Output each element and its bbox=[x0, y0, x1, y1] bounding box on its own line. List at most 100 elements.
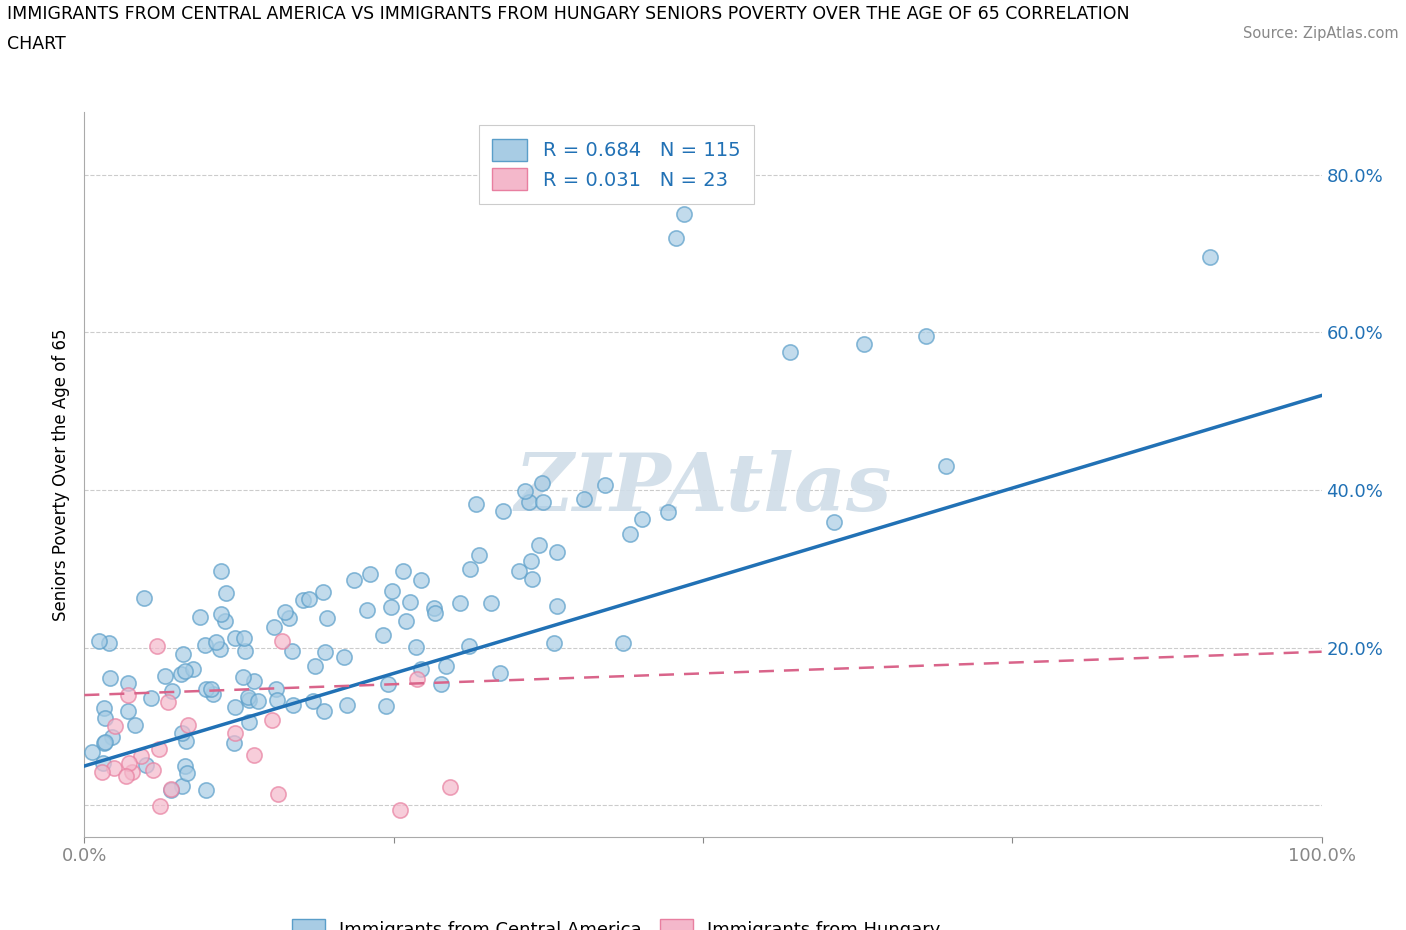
Point bbox=[91, 764, 114, 779]
Point bbox=[388, 803, 411, 817]
Point bbox=[280, 644, 302, 658]
Point bbox=[430, 677, 453, 692]
Point bbox=[572, 491, 595, 506]
Point bbox=[488, 665, 510, 680]
Point bbox=[224, 631, 246, 645]
Point bbox=[135, 757, 157, 772]
Point bbox=[267, 787, 290, 802]
Point bbox=[595, 478, 617, 493]
Text: Source: ZipAtlas.com: Source: ZipAtlas.com bbox=[1243, 26, 1399, 41]
Point bbox=[263, 619, 285, 634]
Point bbox=[266, 693, 288, 708]
Point bbox=[271, 633, 294, 648]
Point bbox=[170, 667, 193, 682]
Point bbox=[148, 741, 170, 756]
Point bbox=[170, 725, 193, 740]
Point bbox=[224, 735, 246, 750]
Point bbox=[356, 603, 378, 618]
Point bbox=[121, 765, 143, 780]
Point bbox=[118, 755, 141, 770]
Point bbox=[200, 682, 222, 697]
Point bbox=[665, 231, 688, 246]
Point bbox=[631, 512, 654, 527]
Point bbox=[194, 782, 217, 797]
Point bbox=[236, 689, 259, 704]
Point bbox=[423, 601, 446, 616]
Point bbox=[434, 658, 457, 673]
Point bbox=[115, 769, 138, 784]
Point bbox=[546, 599, 568, 614]
Point bbox=[439, 780, 461, 795]
Point bbox=[94, 711, 117, 725]
Point bbox=[278, 610, 301, 625]
Point bbox=[172, 646, 194, 661]
Point bbox=[91, 755, 114, 770]
Point bbox=[177, 718, 200, 733]
Point bbox=[211, 564, 233, 578]
Point bbox=[546, 544, 568, 559]
Point bbox=[103, 761, 125, 776]
Point bbox=[458, 562, 481, 577]
Point bbox=[301, 694, 323, 709]
Text: IMMIGRANTS FROM CENTRAL AMERICA VS IMMIGRANTS FROM HUNGARY SENIORS POVERTY OVER : IMMIGRANTS FROM CENTRAL AMERICA VS IMMIG… bbox=[7, 5, 1129, 22]
Point bbox=[381, 584, 404, 599]
Point bbox=[205, 635, 228, 650]
Y-axis label: Seniors Poverty Over the Age of 65: Seniors Poverty Over the Age of 65 bbox=[52, 328, 70, 620]
Point bbox=[142, 763, 165, 777]
Point bbox=[93, 700, 115, 715]
Point bbox=[238, 693, 260, 708]
Point bbox=[188, 609, 211, 624]
Point bbox=[233, 644, 256, 658]
Point bbox=[195, 682, 218, 697]
Point bbox=[281, 698, 304, 712]
Point bbox=[395, 614, 418, 629]
Point bbox=[336, 698, 359, 712]
Point bbox=[298, 591, 321, 606]
Point bbox=[98, 635, 121, 650]
Point bbox=[1199, 250, 1222, 265]
Point bbox=[468, 547, 491, 562]
Point bbox=[129, 749, 152, 764]
Point bbox=[160, 684, 183, 698]
Point bbox=[181, 662, 204, 677]
Point bbox=[274, 604, 297, 619]
Point bbox=[517, 495, 540, 510]
Point bbox=[457, 639, 479, 654]
Point bbox=[527, 538, 550, 552]
Point bbox=[117, 687, 139, 702]
Point bbox=[409, 573, 432, 588]
Point bbox=[117, 676, 139, 691]
Point bbox=[377, 676, 399, 691]
Point bbox=[233, 631, 256, 645]
Point bbox=[266, 682, 288, 697]
Point bbox=[333, 649, 356, 664]
Point bbox=[176, 766, 198, 781]
Point bbox=[374, 698, 396, 713]
Point bbox=[823, 515, 845, 530]
Point bbox=[215, 585, 238, 600]
Point bbox=[520, 571, 543, 586]
Point bbox=[405, 640, 427, 655]
Point bbox=[132, 591, 155, 605]
Text: CHART: CHART bbox=[7, 35, 66, 53]
Point bbox=[935, 458, 957, 473]
Point bbox=[246, 693, 269, 708]
Point bbox=[224, 725, 246, 740]
Point bbox=[343, 573, 366, 588]
Point bbox=[399, 595, 422, 610]
Point bbox=[359, 566, 381, 581]
Point bbox=[172, 778, 194, 793]
Point bbox=[232, 670, 254, 684]
Point bbox=[464, 497, 486, 512]
Point bbox=[202, 686, 225, 701]
Point bbox=[117, 703, 139, 718]
Point bbox=[508, 565, 530, 579]
Point bbox=[657, 505, 679, 520]
Point bbox=[174, 664, 197, 679]
Point bbox=[174, 734, 197, 749]
Legend: Immigrants from Central America, Immigrants from Hungary: Immigrants from Central America, Immigra… bbox=[285, 911, 948, 930]
Point bbox=[80, 745, 103, 760]
Point bbox=[779, 345, 801, 360]
Point bbox=[449, 595, 471, 610]
Point bbox=[124, 717, 146, 732]
